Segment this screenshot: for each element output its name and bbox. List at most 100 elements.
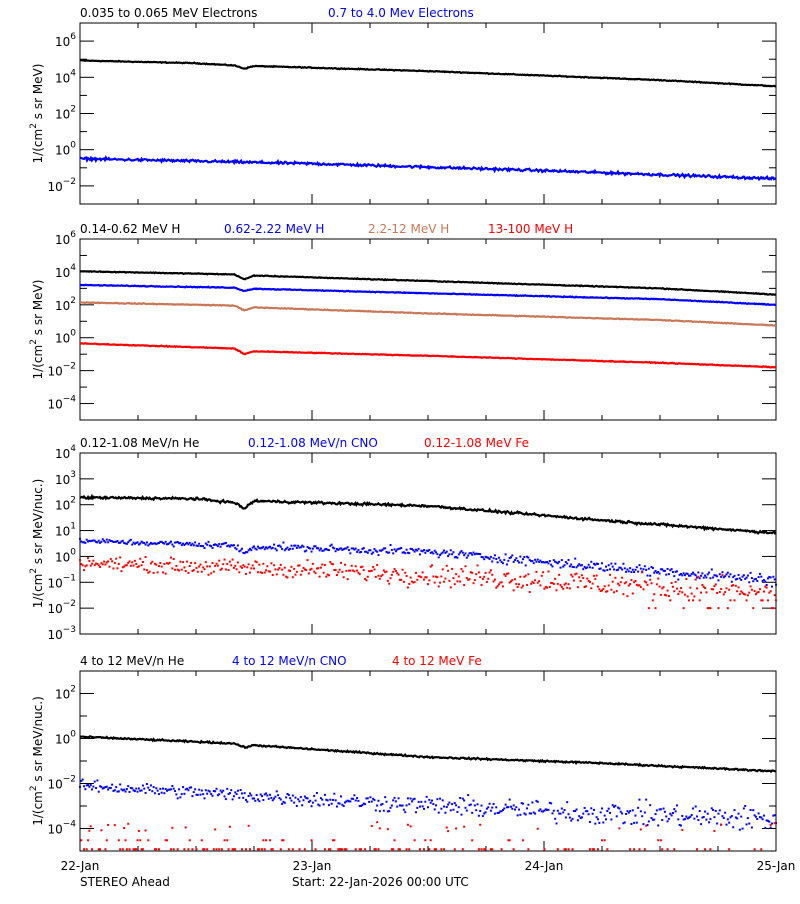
data-point (631, 809, 634, 812)
data-point (166, 543, 168, 546)
data-point (338, 547, 341, 550)
data-point (243, 792, 246, 795)
data-point (748, 822, 751, 825)
data-point (757, 591, 760, 594)
data-point (202, 793, 205, 796)
data-point (281, 547, 284, 550)
data-point (742, 593, 745, 596)
data-point (172, 545, 175, 548)
data-point (190, 786, 193, 789)
data-point (554, 577, 557, 580)
data-point (123, 565, 126, 568)
data-point (556, 848, 559, 851)
data-point (261, 546, 264, 549)
data-point (605, 818, 608, 821)
data-point (362, 802, 365, 805)
data-point (275, 790, 278, 793)
plot-frame (79, 22, 777, 205)
data-point (183, 566, 186, 569)
data-point (240, 848, 243, 851)
data-point (522, 839, 525, 842)
data-point (678, 823, 681, 826)
data-point (661, 848, 664, 851)
data-point (643, 565, 646, 568)
data-point (602, 569, 605, 572)
data-point (725, 587, 728, 590)
data-point (376, 821, 379, 824)
data-point (295, 570, 298, 573)
data-point (542, 810, 545, 813)
data-point (481, 577, 484, 580)
data-point (79, 559, 81, 562)
data-point (758, 816, 761, 819)
data-point (273, 543, 276, 546)
data-point (293, 567, 296, 570)
data-point (548, 585, 551, 588)
data-point (360, 550, 363, 553)
data-point (518, 808, 521, 811)
data-point (489, 569, 492, 572)
data-point (250, 567, 253, 570)
series-0-62-2-22-mev-h (79, 283, 777, 307)
data-point (471, 811, 474, 814)
data-point (701, 816, 704, 819)
data-point (128, 848, 131, 851)
data-point (364, 848, 367, 851)
data-point (216, 564, 219, 567)
data-point (299, 796, 302, 799)
data-point (184, 570, 187, 573)
data-point (298, 564, 301, 567)
data-point (200, 839, 203, 842)
data-point (349, 800, 352, 803)
y-tick-label: 102 (55, 685, 76, 702)
data-point (587, 579, 590, 582)
data-point (538, 580, 541, 583)
y-tick-label: 104 (55, 444, 76, 461)
data-point (125, 564, 128, 567)
start-time-label: Start: 22-Jan-2026 00:00 UTC (292, 875, 469, 889)
data-point (326, 799, 329, 802)
data-point (228, 792, 231, 795)
data-point (746, 817, 749, 820)
data-point (452, 551, 455, 554)
data-point (497, 583, 500, 586)
data-point (104, 563, 107, 566)
data-point (85, 848, 88, 851)
data-point (352, 547, 355, 550)
data-point (412, 549, 415, 552)
data-point (289, 569, 292, 572)
data-point (244, 572, 247, 575)
data-point (389, 806, 392, 809)
data-point (447, 803, 450, 806)
data-point (274, 568, 277, 571)
series-line (79, 154, 777, 182)
data-point (358, 573, 361, 576)
data-point (698, 599, 701, 602)
data-point (396, 805, 399, 808)
data-point (646, 824, 649, 827)
data-point (584, 810, 587, 813)
data-point (479, 809, 482, 812)
data-point (303, 550, 306, 553)
data-point (413, 797, 416, 800)
data-point (452, 808, 455, 811)
data-point (654, 607, 657, 610)
data-point (429, 801, 432, 804)
data-point (773, 594, 776, 597)
data-point (617, 568, 620, 571)
data-point (113, 540, 116, 543)
data-point (701, 584, 704, 587)
data-point (536, 800, 539, 803)
data-point (390, 804, 393, 807)
data-point (388, 582, 391, 585)
data-point (79, 785, 81, 788)
data-point (149, 542, 152, 545)
data-point (694, 574, 697, 577)
data-point (439, 797, 442, 800)
data-point (83, 785, 86, 788)
data-point (315, 547, 318, 550)
data-point (729, 573, 732, 576)
data-point (422, 807, 425, 810)
data-point (261, 571, 264, 574)
data-point (480, 804, 483, 807)
